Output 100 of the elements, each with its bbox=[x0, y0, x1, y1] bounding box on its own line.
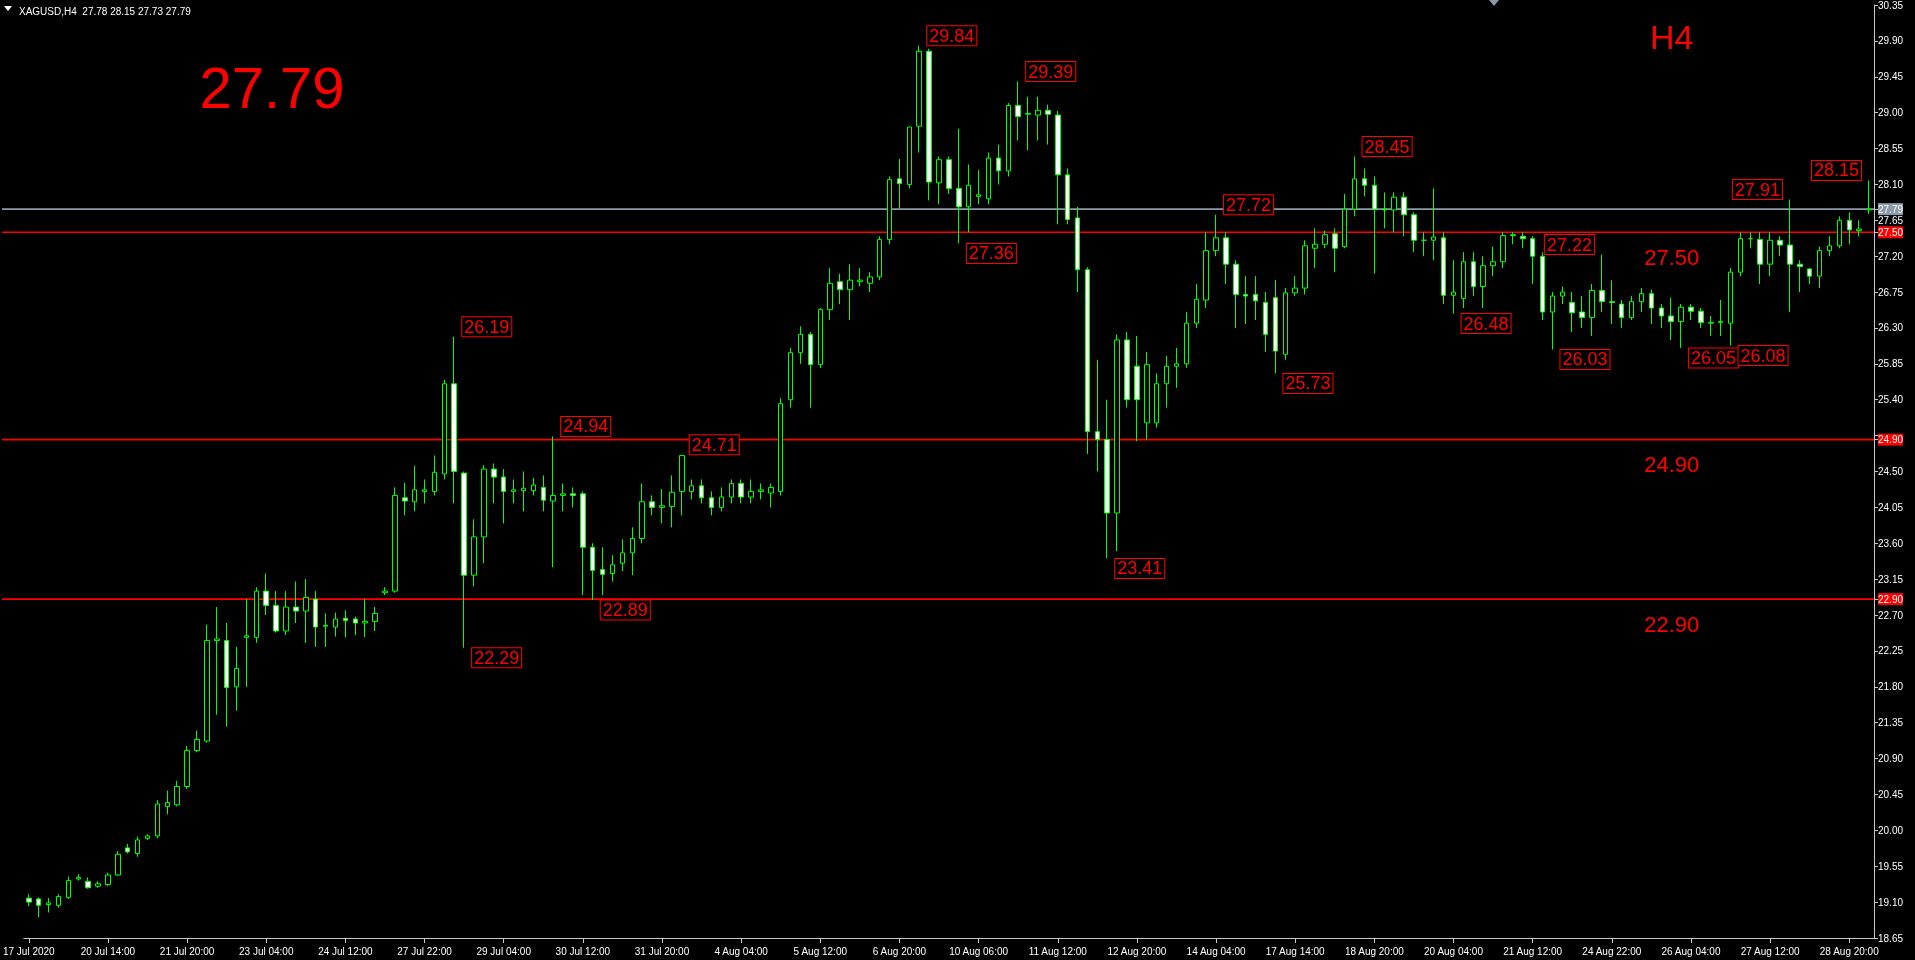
text: 22.29 bbox=[474, 647, 520, 668]
y-tick-label: 22.25 bbox=[1878, 645, 1904, 657]
candlestick bbox=[729, 478, 734, 504]
candlestick bbox=[639, 482, 645, 544]
candlestick bbox=[1233, 259, 1239, 329]
candlestick bbox=[85, 876, 91, 890]
x-tick-label: 17 Aug 14:00 bbox=[1265, 945, 1326, 957]
candlestick bbox=[1500, 231, 1506, 269]
candlestick bbox=[105, 872, 111, 887]
candlestick bbox=[1609, 279, 1615, 325]
candlestick bbox=[1757, 231, 1763, 285]
candlestick bbox=[303, 578, 309, 644]
candlestick bbox=[1678, 303, 1684, 349]
candlestick bbox=[1668, 297, 1674, 341]
candlestick bbox=[1560, 285, 1565, 305]
candlestick bbox=[1382, 191, 1387, 229]
candlestick bbox=[511, 478, 516, 504]
y-tick-label: 27.65 bbox=[1878, 214, 1904, 226]
candlestick bbox=[402, 482, 408, 516]
candlestick bbox=[580, 490, 586, 596]
candlestick bbox=[293, 581, 299, 624]
candlestick bbox=[877, 235, 882, 281]
candlestick bbox=[867, 271, 873, 293]
y-tick-label: 26.30 bbox=[1878, 322, 1904, 334]
candlestick bbox=[1589, 283, 1595, 337]
candlestick bbox=[1550, 291, 1555, 350]
y-tick-label: 20.45 bbox=[1878, 788, 1904, 800]
candlestick bbox=[1847, 211, 1852, 245]
candlestick bbox=[1649, 289, 1654, 325]
y-tick-label: 29.45 bbox=[1878, 71, 1904, 83]
candlestick bbox=[224, 622, 229, 728]
candlestick bbox=[46, 897, 51, 913]
candlestick bbox=[699, 478, 704, 504]
x-tick-label: 26 Aug 04:00 bbox=[1661, 945, 1721, 957]
x-tick-label: 28 Aug 20:00 bbox=[1819, 945, 1880, 957]
candlestick bbox=[263, 573, 269, 616]
ref-line-label: 24.90 bbox=[1644, 452, 1700, 478]
candlestick bbox=[1025, 96, 1031, 151]
candlestick bbox=[1777, 235, 1783, 257]
candlestick bbox=[66, 876, 71, 900]
candlestick bbox=[1203, 231, 1209, 309]
candlestick bbox=[1411, 211, 1417, 253]
candlestick bbox=[343, 609, 348, 638]
text: 23.41 bbox=[1117, 558, 1163, 579]
y-tick-label: 28.10 bbox=[1878, 178, 1904, 190]
candlestick bbox=[768, 482, 774, 508]
x-tick-label: 17 Jul 2020 bbox=[2, 945, 56, 957]
candlestick bbox=[1629, 295, 1634, 321]
y-tick-label: 21.80 bbox=[1878, 681, 1904, 693]
candlestick bbox=[808, 331, 813, 409]
y-tick-label: 24.50 bbox=[1878, 466, 1904, 477]
candlestick bbox=[719, 486, 724, 512]
candlestick bbox=[353, 616, 358, 636]
candlestick bbox=[1243, 275, 1248, 325]
candlestick bbox=[1718, 299, 1723, 337]
candlestick bbox=[1748, 231, 1753, 249]
text: 24.94 bbox=[563, 416, 609, 437]
text: 27.91 bbox=[1734, 179, 1780, 200]
x-tick-label: 4 Aug 04:00 bbox=[714, 945, 769, 957]
candlestick bbox=[135, 836, 140, 858]
candlestick bbox=[1292, 275, 1298, 297]
legend-label: 27.50 bbox=[1644, 244, 1700, 270]
candlestick bbox=[1599, 254, 1605, 313]
x-tick-label: 24 Jul 12:00 bbox=[318, 945, 374, 957]
candlestick bbox=[26, 893, 32, 907]
candlestick bbox=[550, 435, 556, 568]
candlestick bbox=[1223, 231, 1229, 285]
candlestick bbox=[788, 347, 793, 409]
candlestick bbox=[1401, 191, 1407, 237]
annotation: H4 bbox=[1650, 18, 1694, 56]
candlestick bbox=[1035, 96, 1041, 142]
candlestick bbox=[956, 128, 962, 244]
candlestick bbox=[1075, 206, 1080, 293]
candlestick bbox=[165, 789, 170, 815]
candlestick bbox=[194, 730, 200, 753]
candlestick bbox=[471, 518, 477, 587]
candlestick bbox=[382, 586, 388, 596]
y-tick-label: 30.35 bbox=[1878, 0, 1904, 11]
x-tick-label: 29 Jul 04:00 bbox=[476, 945, 532, 957]
candlestick bbox=[1124, 331, 1130, 409]
text: 26.08 bbox=[1740, 345, 1786, 366]
candlestick bbox=[907, 126, 912, 189]
candlestick bbox=[1114, 333, 1120, 552]
text: 25.73 bbox=[1285, 373, 1331, 394]
candlestick bbox=[1619, 299, 1624, 329]
candlestick bbox=[590, 542, 595, 601]
candlestick bbox=[422, 478, 427, 504]
candlestick bbox=[758, 482, 764, 500]
x-tick-label: 5 Aug 12:00 bbox=[793, 945, 848, 957]
candlestick bbox=[1263, 291, 1268, 353]
y-tick-label: 22.70 bbox=[1878, 609, 1904, 621]
y-tick-label: 29.00 bbox=[1878, 107, 1904, 119]
x-tick-label: 14 Aug 04:00 bbox=[1186, 945, 1246, 957]
candlestick bbox=[1787, 199, 1793, 313]
candlestick bbox=[1451, 259, 1456, 315]
candlestick bbox=[36, 896, 41, 918]
candlestick bbox=[1837, 215, 1842, 249]
candlestick bbox=[1579, 295, 1585, 329]
x-tick-label: 27 Jul 22:00 bbox=[397, 945, 453, 957]
candlestick bbox=[1480, 255, 1486, 309]
